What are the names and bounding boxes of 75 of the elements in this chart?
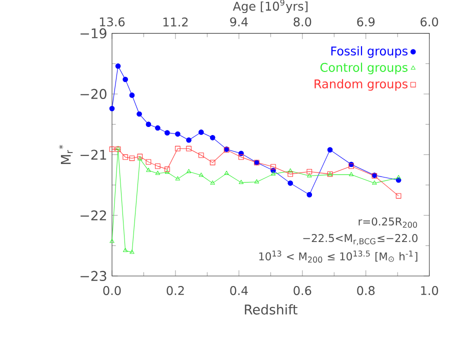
text: 11.2	[163, 17, 188, 26]
x-axis-title: Redshift	[244, 304, 298, 315]
point	[210, 160, 216, 166]
point	[186, 137, 192, 143]
y-tick-label: −23	[80, 270, 106, 282]
point	[130, 250, 134, 254]
point	[109, 106, 115, 112]
x-tick-label: 0.4	[230, 286, 248, 296]
point	[155, 164, 160, 169]
y-tick-label: −20	[80, 88, 106, 100]
point	[175, 131, 180, 137]
point	[137, 154, 143, 160]
point	[109, 146, 115, 152]
point	[122, 76, 128, 82]
annotation: r=0.25R$_{200}$	[358, 217, 418, 228]
text: 9.4	[230, 17, 248, 26]
point	[129, 156, 135, 161]
text: 10$^{13}$ < M$_{200}$ ≤ 10$^{13.5}$ [M$_{⊙}$ h$^{-1}$]	[259, 250, 418, 263]
point	[164, 166, 170, 172]
y-tick-label: −22	[80, 210, 106, 220]
y-tick-label: −19	[80, 28, 106, 38]
point	[348, 172, 354, 176]
point	[186, 168, 192, 174]
point	[198, 172, 204, 177]
point	[306, 192, 312, 198]
point	[238, 180, 244, 184]
point	[288, 180, 294, 186]
point	[306, 168, 312, 174]
point	[210, 135, 216, 140]
point	[270, 164, 276, 170]
point	[146, 122, 152, 127]
point	[198, 130, 204, 135]
x-tick-label: 0.6	[294, 286, 312, 296]
point	[122, 154, 128, 160]
point	[327, 147, 333, 152]
point	[115, 63, 121, 69]
legend-label: Random groups	[314, 79, 408, 91]
text: 6.9	[357, 17, 375, 26]
point	[198, 152, 204, 158]
point	[372, 180, 377, 185]
x-tick-label: 0.8	[357, 286, 375, 296]
point	[396, 193, 402, 199]
point	[307, 173, 312, 178]
point	[138, 156, 142, 160]
point	[155, 125, 160, 131]
annotation: −22.5<M$_{r,BCG}$≤−22.0	[303, 234, 418, 246]
point	[186, 146, 192, 152]
text: 6.0	[420, 17, 438, 26]
point	[270, 171, 276, 176]
legend-label: Fossil groups	[331, 46, 408, 58]
point	[146, 159, 152, 165]
point	[288, 171, 294, 177]
x-tick-label: 1.0	[421, 286, 438, 296]
y-tick-label: −21	[80, 150, 106, 160]
legend-label: Control groups	[320, 62, 408, 74]
point	[224, 170, 229, 175]
point	[164, 170, 170, 174]
point	[288, 168, 293, 173]
point	[175, 176, 180, 180]
point	[210, 180, 215, 185]
point	[238, 154, 244, 160]
point	[254, 179, 260, 184]
x-tick-label: 0.0	[103, 286, 121, 296]
x-tick-label: 0.2	[166, 286, 184, 296]
x2-axis-title: Age [10$^{9}$yrs]	[232, 0, 308, 14]
point	[146, 168, 151, 172]
point	[164, 130, 170, 136]
text: 13.6	[100, 17, 125, 26]
y-axis-title: M$_{r}$*	[58, 144, 73, 164]
point	[155, 170, 160, 175]
point	[122, 248, 128, 252]
text: 8.0	[294, 17, 312, 26]
point	[136, 111, 142, 117]
point	[129, 92, 135, 98]
point	[175, 146, 180, 152]
